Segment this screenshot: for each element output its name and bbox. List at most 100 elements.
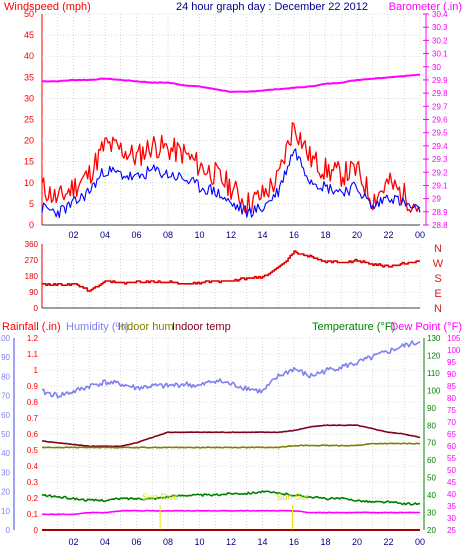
indoor-temp-axis-title: Indoor temp — [172, 321, 231, 333]
temperature-tick: 130 — [427, 334, 441, 343]
panel1-x-tick: 00 — [415, 230, 425, 240]
compass-label: N — [434, 303, 442, 315]
windspeed-tick: 5 — [29, 199, 34, 209]
windspeed-tick: 20 — [24, 136, 34, 146]
windspeed-tick: 40 — [24, 51, 34, 61]
panel1-x-tick: 12 — [226, 230, 236, 240]
rainfall-tick: 0.7 — [27, 414, 39, 423]
wind-direction-line — [42, 250, 420, 292]
compass-label: E — [434, 288, 441, 300]
dewpoint-tick: 100 — [447, 346, 461, 355]
dewpoint-line — [41, 509, 420, 516]
dewpoint-axis-title: Dew Point (°F) — [390, 321, 462, 333]
humidity-tick: 10 — [1, 507, 10, 516]
windspeed-tick: 10 — [24, 178, 34, 188]
dewpoint-tick: 45 — [447, 478, 456, 487]
humidity-tick: 80 — [1, 372, 10, 381]
rainfall-tick: 0.4 — [27, 462, 39, 471]
plot-layer: 0510152025303540455028.828.92929.129.229… — [0, 9, 461, 547]
barometer-tick: 28.8 — [432, 221, 448, 230]
barometer-tick: 29.8 — [432, 89, 448, 98]
temperature-tick: 50 — [427, 474, 436, 483]
humidity-axis-title: Humidity (%) — [66, 321, 129, 333]
windspeed-tick: 15 — [24, 157, 34, 167]
sun-marker-label: Sun Set — [276, 492, 309, 502]
temperature-tick: 120 — [427, 351, 441, 360]
panel1-x-tick: 04 — [100, 230, 110, 240]
rainfall-tick: 1.2 — [27, 334, 39, 343]
rainfall-tick: 1 — [34, 366, 39, 375]
windspeed-tick: 50 — [24, 9, 34, 19]
indoor-hum-axis-title: Indoor hum — [118, 321, 174, 333]
humidity-tick: 70 — [1, 392, 10, 401]
temperature-tick: 20 — [427, 526, 436, 535]
rainfall-tick: 0 — [34, 526, 39, 535]
windspeed-line — [41, 122, 421, 214]
humidity-tick: 100 — [0, 334, 11, 343]
barometer-tick: 29.3 — [432, 155, 448, 164]
temperature-tick: 100 — [427, 386, 441, 395]
panel3-x-tick: 06 — [131, 537, 141, 547]
barometer-tick: 29.7 — [432, 102, 448, 111]
dewpoint-tick: 75 — [447, 406, 456, 415]
panel3-x-tick: 00 — [415, 537, 425, 547]
windspeed-axis-title: Windspeed (mph) — [4, 1, 91, 13]
barometer-tick: 29.1 — [432, 181, 448, 190]
barometer-tick: 28.9 — [432, 208, 448, 217]
wind-direction-tick: 270 — [25, 256, 39, 265]
barometer-tick: 30.1 — [432, 50, 448, 59]
panel1-x-tick: 22 — [383, 230, 393, 240]
barometer-tick: 29.5 — [432, 129, 448, 138]
wind-direction-tick: 360 — [25, 240, 39, 249]
barometer-tick: 30 — [432, 63, 441, 72]
barometer-line — [41, 73, 420, 93]
panel3-x-tick: 20 — [352, 537, 362, 547]
panel3-x-tick: 08 — [163, 537, 173, 547]
dewpoint-tick: 60 — [447, 442, 456, 451]
rainfall-tick: 0.6 — [27, 430, 39, 439]
chart-title: 24 hour graph day : December 22 2012 — [176, 1, 368, 13]
indoor-hum-line — [41, 442, 420, 449]
indoor-temp-line — [41, 424, 421, 448]
windspeed-tick: 35 — [24, 72, 34, 82]
temperature-tick: 110 — [427, 369, 440, 378]
wind-direction-tick: 180 — [25, 272, 39, 281]
temperature-tick: 40 — [427, 491, 436, 500]
barometer-tick: 29.4 — [432, 142, 448, 151]
temperature-tick: 30 — [427, 509, 436, 518]
dewpoint-tick: 95 — [447, 358, 456, 367]
dewpoint-tick: 55 — [447, 454, 456, 463]
rainfall-tick: 0.8 — [27, 398, 39, 407]
temperature-tick: 60 — [427, 456, 436, 465]
dewpoint-tick: 85 — [447, 382, 456, 391]
barometer-tick: 29.6 — [432, 116, 448, 125]
dewpoint-tick: 50 — [447, 466, 456, 475]
panel3-x-tick: 02 — [68, 537, 78, 547]
rainfall-tick: 0.2 — [27, 494, 39, 503]
dewpoint-tick: 105 — [447, 334, 461, 343]
compass-label: N — [434, 243, 442, 255]
humidity-tick: 40 — [1, 449, 10, 458]
dewpoint-tick: 25 — [447, 526, 456, 535]
dewpoint-tick: 80 — [447, 394, 456, 403]
windspeed-tick: 30 — [24, 93, 34, 103]
panel3-x-tick: 22 — [383, 537, 393, 547]
temperature-axis-title: Temperature (°F) — [312, 321, 395, 333]
barometer-tick: 29.2 — [432, 168, 448, 177]
panel3-x-tick: 04 — [100, 537, 110, 547]
humidity-tick: 50 — [1, 430, 10, 439]
humidity-tick: 20 — [1, 488, 10, 497]
temperature-tick: 80 — [427, 421, 436, 430]
panel1-x-tick: 06 — [131, 230, 141, 240]
barometer-tick: 30.3 — [432, 23, 448, 32]
panel1-x-tick: 10 — [194, 230, 204, 240]
dewpoint-tick: 90 — [447, 370, 456, 379]
temperature-tick: 70 — [427, 439, 436, 448]
compass-label: S — [434, 273, 441, 285]
dewpoint-tick: 70 — [447, 418, 456, 427]
rainfall-axis-title: Rainfall (.in) — [2, 321, 61, 333]
temperature-tick: 90 — [427, 404, 436, 413]
dewpoint-tick: 65 — [447, 430, 456, 439]
barometer-tick: 29.9 — [432, 76, 448, 85]
